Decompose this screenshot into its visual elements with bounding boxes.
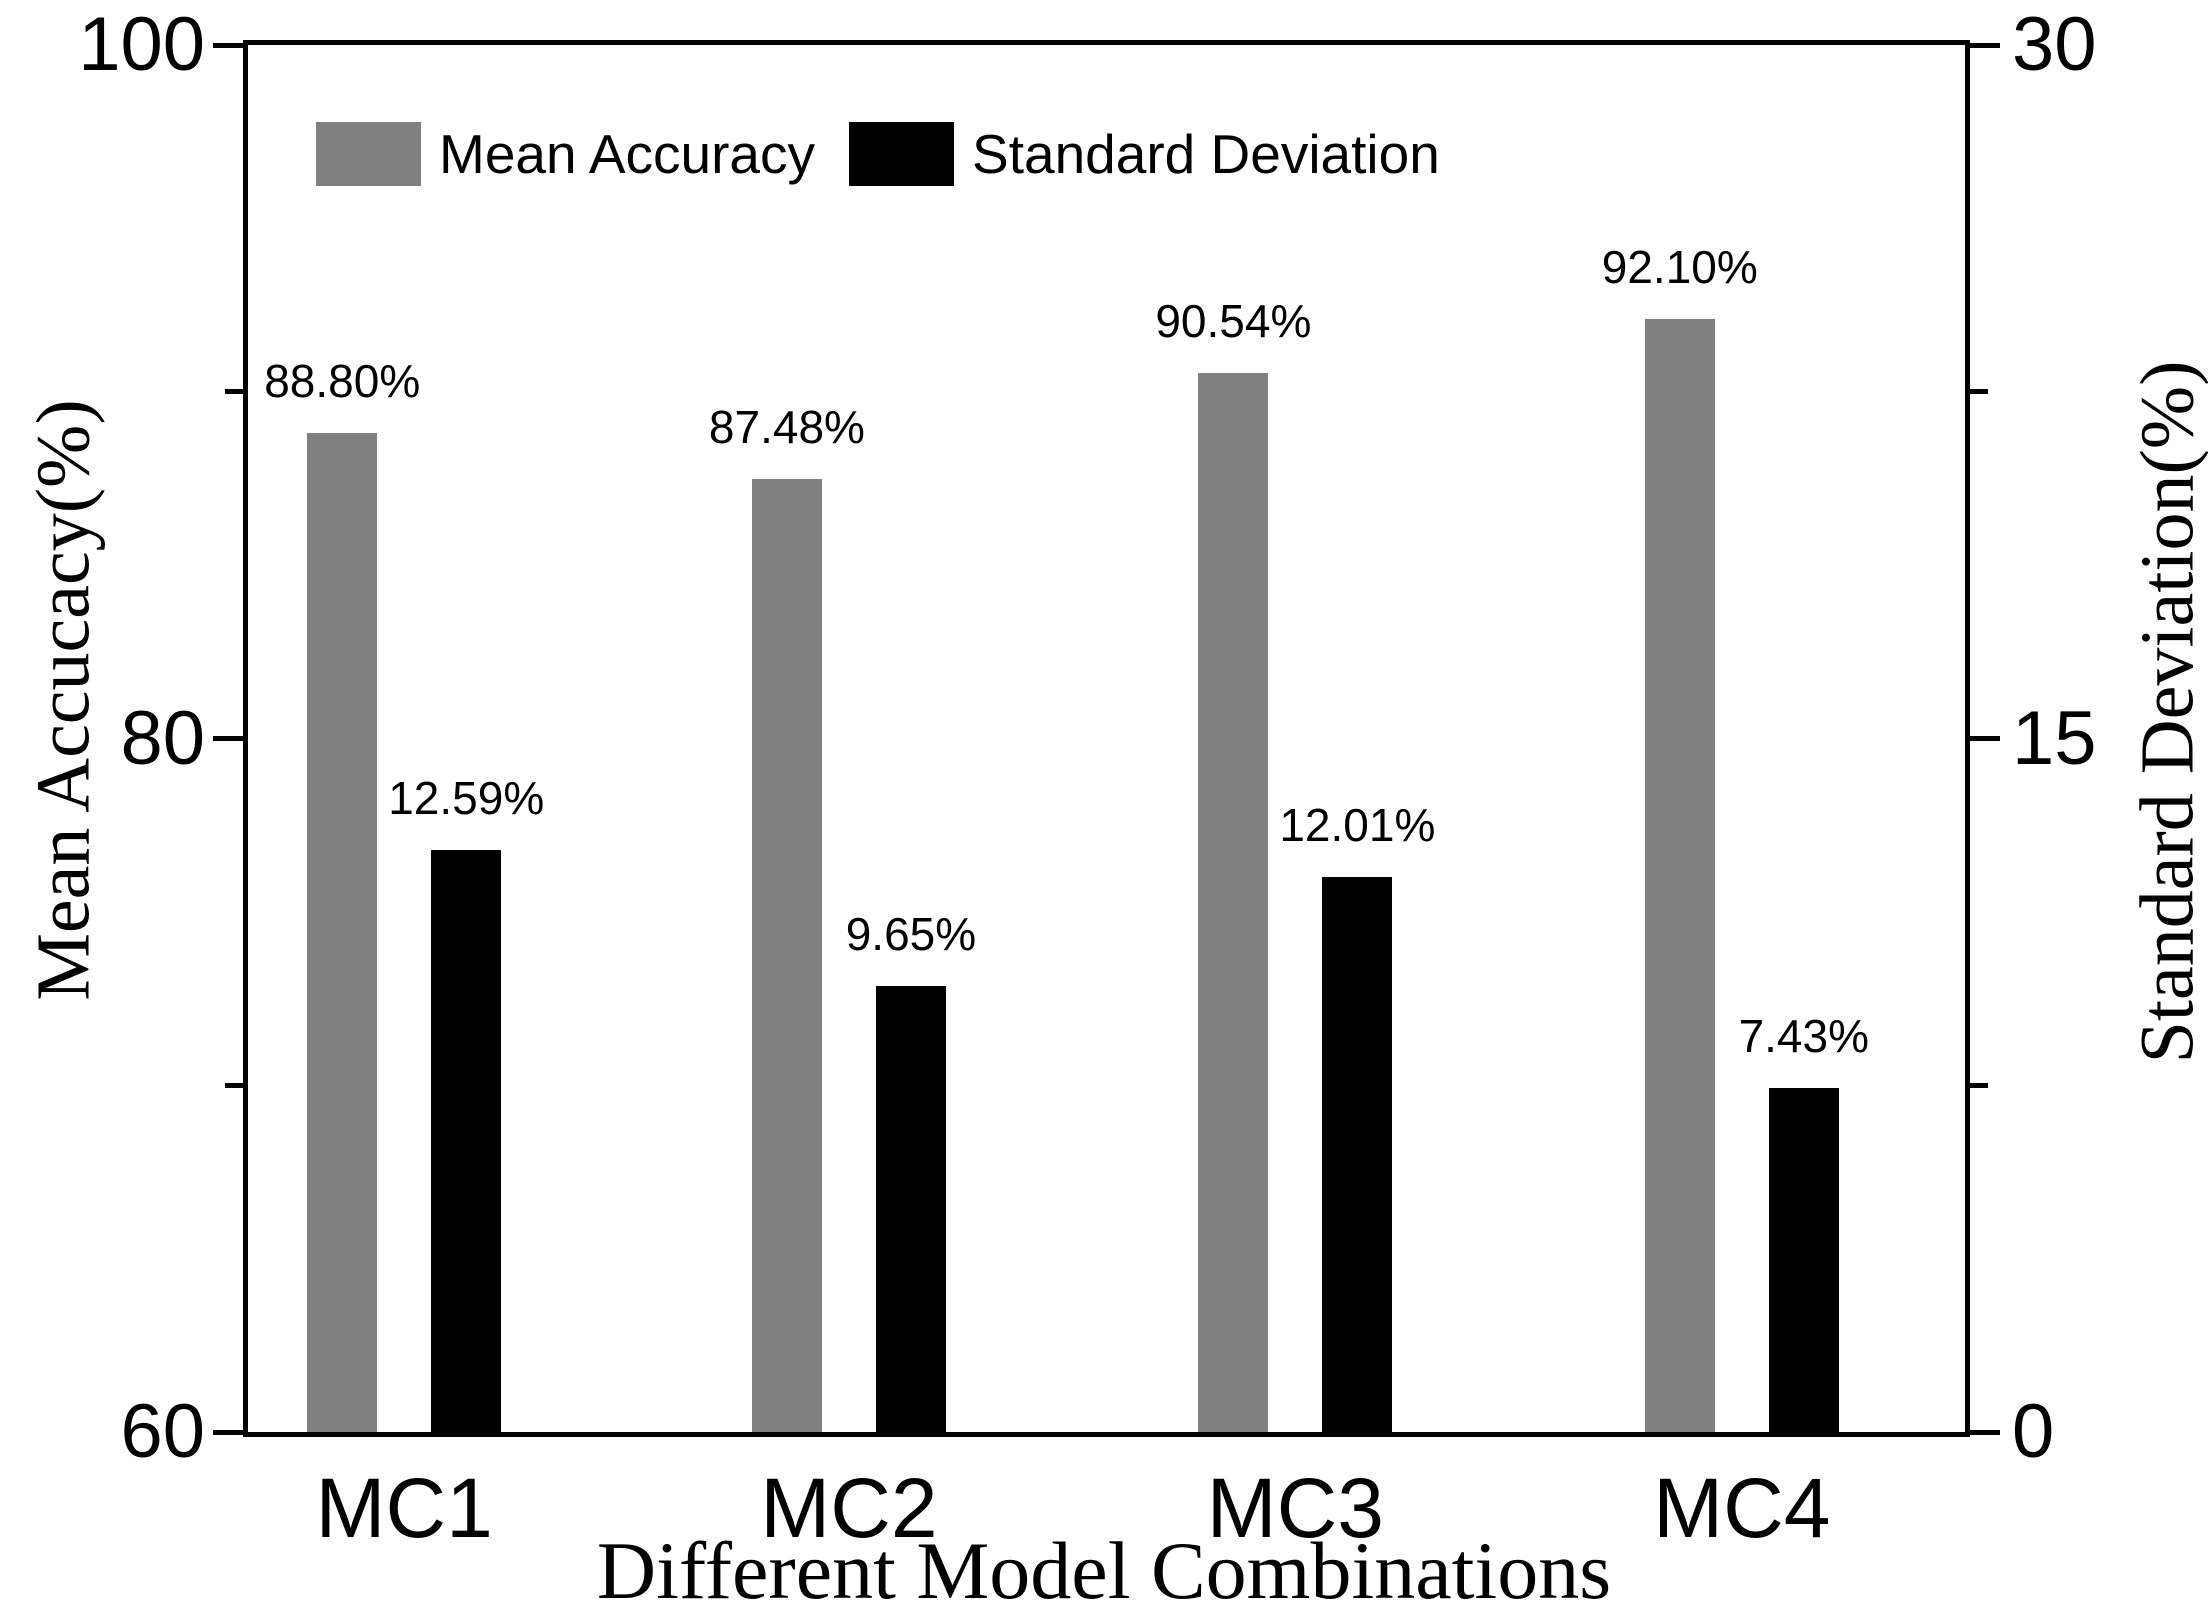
bar-mean-accuracy-mc2 [751,479,822,1432]
y-left-major-tick [213,1429,243,1435]
x-tick-label-mc4: MC4 [1653,1461,1831,1555]
y-left-major-tick [213,736,243,741]
value-label-standard-deviation-mc2: 9.65% [845,907,977,960]
value-label-standard-deviation-mc1: 12.59% [388,771,545,824]
y-left-major-tick [213,42,243,48]
value-label-standard-deviation-mc4: 7.43% [1738,1010,1869,1063]
y-left-tick-label: 80 [120,695,205,781]
legend-item-standard-deviation: Standard Deviation [849,122,1440,186]
x-axis-title: Different Model Combinations [596,1525,1612,1616]
y-left-minor-tick [225,1082,243,1088]
legend-swatch-standard-deviation [849,122,955,186]
y-right-minor-tick [1970,1082,1988,1088]
y-left-minor-tick [225,389,243,395]
bar-mean-accuracy-mc1 [307,433,378,1432]
x-tick-label-mc1: MC1 [315,1461,493,1555]
y-left-tick-label: 100 [78,2,205,87]
y-right-tick-label: 30 [2012,2,2097,87]
y-right-major-tick [1970,42,2000,48]
value-label-mean-accuracy-mc1: 88.80% [264,355,421,408]
legend: Mean Accuracy Standard Deviation [316,122,1440,186]
y-right-major-tick [1970,736,2000,741]
y-right-tick-label: 0 [2012,1389,2055,1474]
bar-mean-accuracy-mc4 [1644,318,1715,1432]
value-label-mean-accuracy-mc4: 92.10% [1601,240,1758,293]
legend-swatch-mean-accuracy [316,122,421,186]
y-right-tick-label: 15 [2012,695,2097,781]
value-label-mean-accuracy-mc3: 90.54% [1155,295,1312,348]
y-right-major-tick [1970,1429,2000,1435]
legend-item-mean-accuracy: Mean Accuracy [316,122,815,186]
value-label-mean-accuracy-mc2: 87.48% [708,401,865,454]
y-right-minor-tick [1970,389,1988,395]
legend-label: Standard Deviation [972,123,1440,185]
bar-standard-deviation-mc1 [431,849,502,1432]
y-left-tick-label: 60 [120,1389,205,1474]
bar-mean-accuracy-mc3 [1198,373,1269,1432]
legend-label: Mean Accuracy [439,123,816,185]
bar-standard-deviation-mc4 [1768,1088,1839,1432]
x-tick-label-mc3: MC3 [1206,1461,1385,1555]
bar-standard-deviation-mc3 [1322,876,1393,1432]
value-label-standard-deviation-mc3: 12.01% [1279,798,1436,851]
x-tick-label-mc2: MC2 [760,1461,938,1555]
bar-standard-deviation-mc2 [875,985,946,1432]
